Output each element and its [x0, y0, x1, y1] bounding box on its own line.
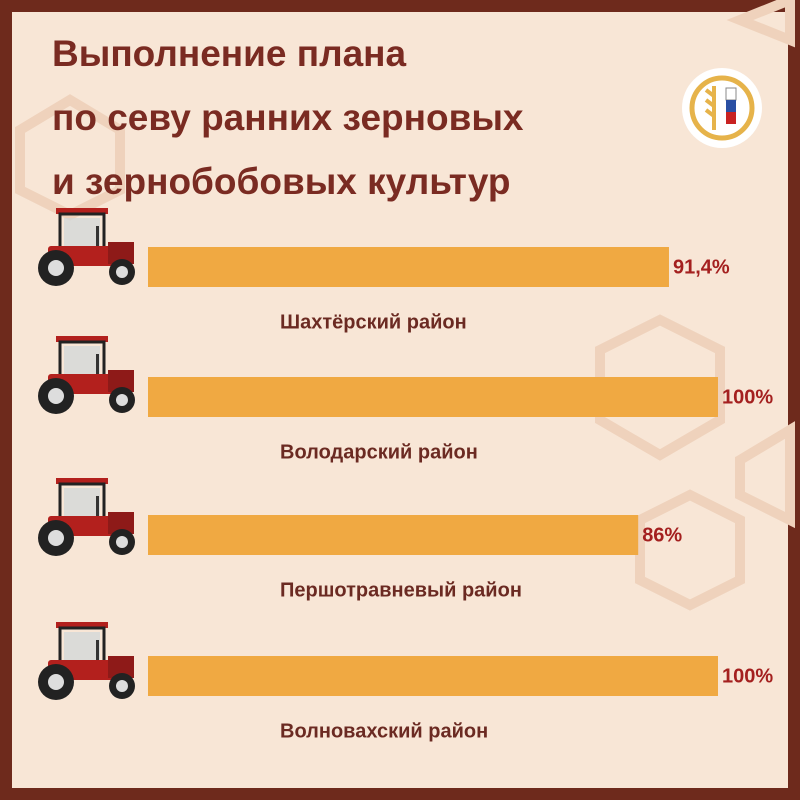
logo	[682, 68, 762, 148]
category-label: Володарский район	[280, 441, 478, 463]
category-label: Першотравневый район	[280, 579, 522, 601]
value-label: 100%	[722, 386, 773, 408]
category-label: Волновахский район	[280, 720, 488, 742]
value-label: 91,4%	[673, 256, 730, 278]
bar	[148, 247, 669, 287]
chart-title: и зернобобовых культур	[52, 161, 511, 202]
bar	[148, 377, 718, 417]
bar	[148, 515, 639, 555]
bar	[148, 656, 718, 696]
value-label: 86%	[642, 524, 682, 546]
category-label: Шахтёрский район	[280, 311, 467, 333]
chart-title: по севу ранних зерновых	[52, 97, 524, 138]
value-label: 100%	[722, 665, 773, 687]
hexagon-decor	[15, 0, 795, 611]
chart-title: Выполнение плана	[52, 33, 407, 74]
